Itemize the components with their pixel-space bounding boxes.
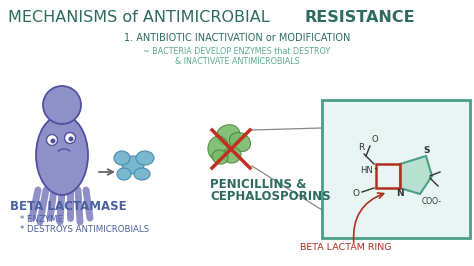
Text: * DESTROYS ANTIMICROBIALS: * DESTROYS ANTIMICROBIALS [20,226,149,235]
Ellipse shape [117,168,131,180]
Text: RESISTANCE: RESISTANCE [305,10,416,26]
Text: O: O [372,135,379,144]
Text: PENICILLINS &: PENICILLINS & [210,178,306,192]
Ellipse shape [43,86,81,124]
Text: HN: HN [360,166,373,175]
Circle shape [69,136,73,142]
Text: N: N [396,189,404,198]
Text: S: S [424,146,430,155]
Bar [376,164,400,188]
Ellipse shape [216,125,240,145]
Polygon shape [400,156,432,194]
Text: COO-: COO- [422,197,442,206]
Circle shape [51,139,55,143]
Ellipse shape [136,151,154,165]
Ellipse shape [134,168,150,180]
Text: & INACTIVATE ANTIMICROBIALS: & INACTIVATE ANTIMICROBIALS [174,56,300,65]
Text: CEPHALOSPORINS: CEPHALOSPORINS [210,190,331,203]
Ellipse shape [36,115,88,195]
Text: O: O [353,189,360,197]
Ellipse shape [212,150,228,164]
Ellipse shape [223,147,241,163]
Text: 1. ANTIBIOTIC INACTIVATION or MODIFICATION: 1. ANTIBIOTIC INACTIVATION or MODIFICATI… [124,33,350,43]
Bar [322,100,470,238]
Text: * ENZYME: * ENZYME [20,214,63,223]
Circle shape [64,132,75,143]
Ellipse shape [229,132,251,152]
Text: BETA LACTAMASE: BETA LACTAMASE [10,201,127,214]
Text: BETA LACTAM RING: BETA LACTAM RING [300,243,392,252]
Text: MECHANISMS of ANTIMICROBIAL: MECHANISMS of ANTIMICROBIAL [8,10,270,26]
Text: ~ BACTERIA DEVELOP ENZYMES that DESTROY: ~ BACTERIA DEVELOP ENZYMES that DESTROY [143,47,331,56]
Ellipse shape [208,136,228,160]
Ellipse shape [114,151,130,165]
Text: R: R [358,143,364,152]
Circle shape [46,135,57,146]
Ellipse shape [122,156,144,174]
